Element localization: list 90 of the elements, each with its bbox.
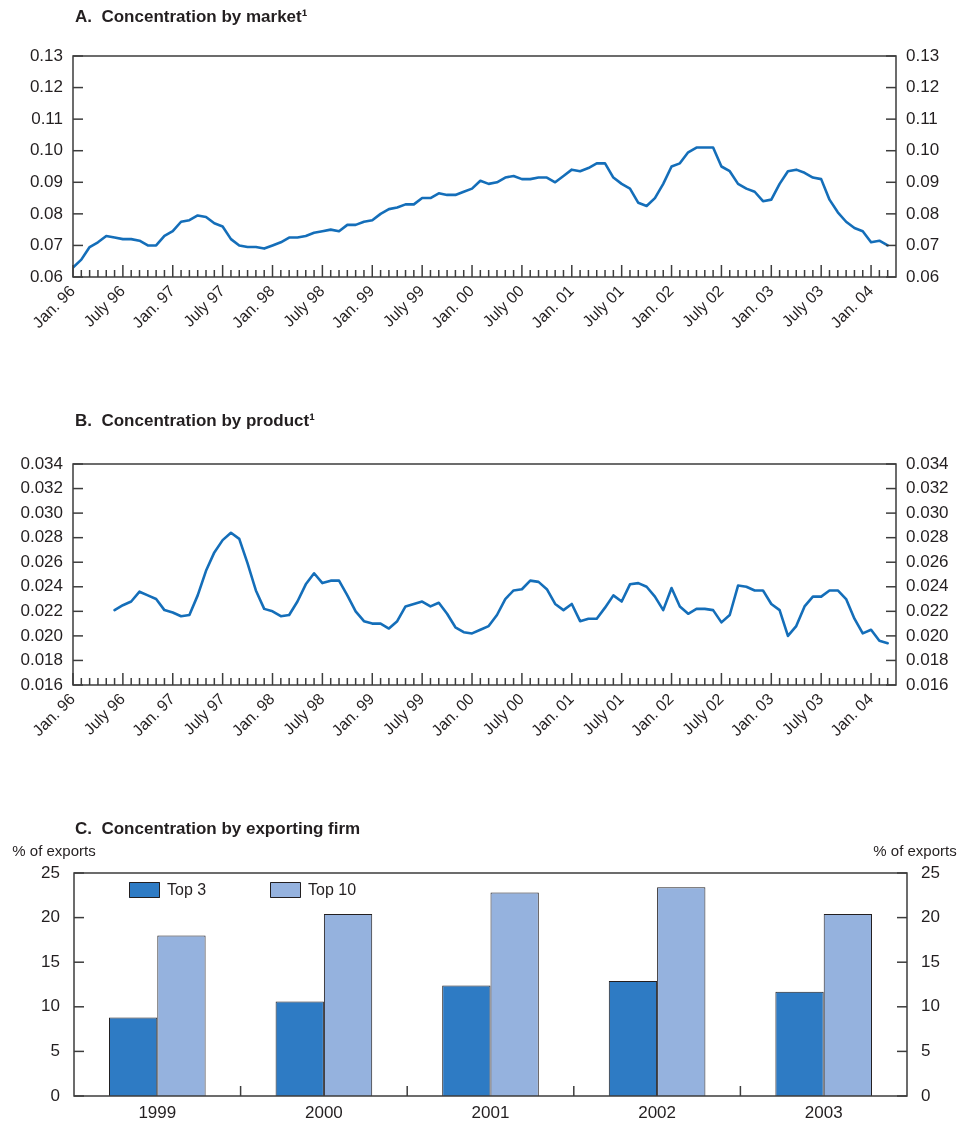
y2-axis-title: % of exports	[873, 842, 957, 860]
y-tick-label: 20	[41, 907, 60, 927]
y-tick-label: 0.10	[29, 140, 63, 160]
y2-tick-label: 0.12	[906, 77, 940, 97]
x-tick-label: July 03	[778, 689, 827, 738]
y-tick-label: 0.12	[29, 77, 63, 97]
y2-tick-label: 15	[921, 951, 940, 971]
x-tick-label: 2003	[804, 1102, 843, 1122]
y2-tick-label: 0.08	[906, 203, 940, 223]
y2-tick-label: 0.016	[906, 674, 949, 694]
y2-tick-label: 0.10	[906, 140, 940, 160]
x-tick-label: July 97	[180, 689, 228, 738]
y-tick-label: 0.032	[20, 478, 63, 498]
y-tick-label: 15	[41, 951, 60, 971]
chart-title: A. Concentration by market¹	[75, 7, 308, 27]
y-tick-label: 0.11	[31, 108, 63, 128]
y2-tick-label: 0.11	[906, 108, 938, 128]
x-tick-label: Jan. 97	[128, 281, 179, 332]
y-tick-label: 0.09	[29, 171, 63, 191]
x-tick-label: 2001	[471, 1102, 510, 1122]
y2-tick-label: 20	[921, 907, 940, 927]
y2-tick-label: 0.028	[906, 527, 949, 547]
x-tick-label: Jan. 02	[627, 689, 677, 740]
y-tick-label: 0.08	[29, 203, 63, 223]
legend-label: Top 10	[308, 881, 357, 899]
y2-tick-label: 0.020	[906, 625, 949, 645]
chart-title: B. Concentration by product¹	[75, 411, 315, 431]
y-tick-label: 0.020	[20, 625, 63, 645]
x-tick-label: July 00	[479, 281, 528, 330]
x-tick-label: July 98	[279, 281, 328, 330]
y2-tick-label: 0.09	[906, 171, 940, 191]
y2-tick-label: 0.026	[906, 551, 949, 571]
x-tick-label: July 99	[379, 689, 428, 738]
x-tick-label: July 98	[279, 689, 328, 738]
y-tick-label: 0.030	[20, 502, 63, 522]
x-tick-label: 2002	[638, 1102, 677, 1122]
y-tick-label: 5	[50, 1041, 60, 1061]
y2-tick-label: 0.13	[906, 45, 940, 65]
y-tick-label: 0.034	[20, 453, 63, 473]
x-tick-label: Jan. 97	[128, 689, 179, 740]
y2-tick-label: 0.030	[906, 502, 949, 522]
x-tick-label: Jan. 99	[328, 689, 378, 740]
y-tick-label: 0.13	[29, 45, 63, 65]
x-tick-label: July 01	[579, 689, 627, 738]
y2-tick-label: 0.07	[906, 235, 940, 255]
x-tick-label: July 97	[180, 281, 228, 330]
legend-label: Top 3	[167, 881, 207, 899]
x-tick-label: Jan. 99	[328, 281, 378, 332]
x-tick-label: Jan. 01	[527, 689, 578, 740]
y2-tick-label: 5	[921, 1041, 931, 1061]
y2-tick-label: 0	[921, 1085, 931, 1105]
x-tick-label: Jan. 03	[727, 689, 777, 740]
x-tick-label: Jan. 03	[727, 281, 777, 332]
y2-tick-label: 0.032	[906, 478, 949, 498]
x-tick-label: July 03	[778, 281, 827, 330]
x-tick-label: Jan. 00	[428, 281, 478, 332]
x-tick-label: Jan. 01	[527, 281, 578, 332]
x-tick-label: July 96	[80, 281, 129, 330]
x-tick-label: July 02	[678, 281, 727, 330]
x-tick-label: Jan. 98	[228, 281, 278, 332]
x-tick-label: July 02	[678, 689, 727, 738]
y2-tick-label: 0.022	[906, 601, 949, 621]
y-tick-label: 10	[41, 996, 60, 1016]
y-tick-label: 25	[41, 862, 60, 882]
y2-tick-label: 25	[921, 862, 940, 882]
y-tick-label: 0.026	[20, 551, 63, 571]
y2-tick-label: 10	[921, 996, 940, 1016]
y-tick-label: 0	[50, 1085, 60, 1105]
y-axis-title: % of exports	[12, 842, 96, 860]
x-tick-label: Jan. 04	[827, 689, 877, 740]
y2-tick-label: 0.018	[906, 650, 949, 670]
y-tick-label: 0.018	[20, 650, 63, 670]
y-tick-label: 0.07	[29, 235, 63, 255]
x-tick-label: July 96	[80, 689, 129, 738]
y2-tick-label: 0.024	[906, 576, 949, 596]
x-tick-label: 1999	[138, 1102, 177, 1122]
x-tick-label: Jan. 98	[228, 689, 278, 740]
x-tick-label: Jan. 02	[627, 281, 677, 332]
x-tick-label: July 99	[379, 281, 428, 330]
x-tick-label: Jan. 04	[827, 281, 877, 332]
x-tick-label: 2000	[304, 1102, 343, 1122]
x-tick-label: July 00	[479, 689, 528, 738]
x-tick-label: Jan. 00	[428, 689, 478, 740]
x-tick-label: July 01	[579, 281, 627, 330]
y2-tick-label: 0.06	[906, 266, 940, 286]
chart-title: C. Concentration by exporting firm	[75, 819, 361, 839]
y2-tick-label: 0.034	[906, 453, 949, 473]
y-tick-label: 0.028	[20, 527, 63, 547]
y-tick-label: 0.024	[20, 576, 63, 596]
y-tick-label: 0.022	[20, 601, 63, 621]
